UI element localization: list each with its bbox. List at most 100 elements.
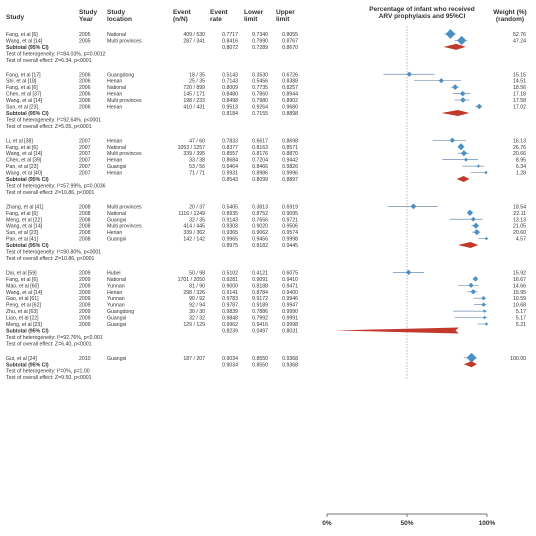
study-events: 32 / 32: [189, 316, 205, 322]
upper-limit: 0.9826: [282, 164, 298, 170]
lower-limit: 0.7992: [252, 316, 268, 322]
study-group: Zhang, et al [41] 2008 Multi provinces 20 /…: [6, 203, 526, 262]
study-point: [482, 315, 487, 320]
study-events: 90 / 92: [189, 296, 205, 302]
table-row: Mao, et al [60] 2009 Yunnan 81 / 90 0.9000 0.…: [6, 282, 526, 289]
header-lower: Lower limit: [244, 9, 264, 23]
study-events: 1053 / 1257: [178, 145, 206, 151]
upper-limit: 0.9442: [282, 158, 298, 164]
table-row: Zhu, et al [63] 2009 Guangdong 30 / 30 0.983…: [6, 309, 526, 315]
subtotal-label: Subtotal (95% CI): [6, 45, 49, 51]
study-weight: 17.02: [513, 105, 526, 111]
study-name: Liao, et al [22]: [6, 316, 39, 322]
table-row: Pan, et al [23] 2007 Guangxi 53 / 56 0.9464 0…: [6, 164, 526, 170]
table-row: Liao, et al [22] 2009 Guangxi 32 / 32 0.9848…: [6, 316, 526, 322]
event-rate: 0.8557: [222, 151, 238, 157]
study-location: Henan: [107, 158, 122, 164]
event-rate: 0.8480: [222, 92, 238, 98]
study-group: Li, et al [38] 2007 Henan 47 / 60 0.7833 0.66…: [6, 137, 526, 196]
study-point: [466, 352, 477, 363]
study-weight: 10.59: [513, 296, 526, 302]
lower-limit: 0.8752: [252, 211, 268, 217]
lower-limit: 0.8986: [252, 171, 268, 177]
study-year: 2005: [79, 32, 91, 38]
lower-limit: 0.7656: [252, 217, 268, 223]
heterogeneity-test: Test of heterogeneity: I²=0%, p=1.00: [6, 369, 90, 375]
header-plot: Percentage of infant who received ARV pro…: [369, 6, 475, 20]
study-point: [468, 282, 474, 288]
study-location: Guangxi: [107, 217, 126, 223]
table-row: Gao, et al [61] 2009 Yunnan 90 / 92 0.9783 0.…: [6, 296, 526, 302]
study-weight: 20.60: [513, 230, 526, 236]
study-point: [466, 209, 474, 216]
study-year: 2007: [79, 151, 91, 157]
table-row: Sun, et al [23] 2008 Henan 339 / 362 0.9365 0…: [6, 229, 526, 236]
study-year: 2009: [79, 296, 91, 302]
study-point: [459, 90, 466, 97]
upper-limit: 0.9506: [282, 224, 298, 230]
event-rate: 0.9303: [222, 224, 238, 230]
table-row: Dai, et al [59] 2009 Hubei 50 / 98 0.5102 0.4…: [6, 269, 526, 276]
table-row: Wang, et al [14] 2006 Multi provinces 198 /…: [6, 97, 526, 104]
pooled-diamond: [443, 43, 466, 50]
subtotal-lower: 0.0497: [252, 328, 268, 334]
study-location: Guangdong: [107, 309, 134, 315]
subtotal-row: Subtotal (95% CI) 0.9034 0.8550 0.9368: [6, 361, 477, 368]
study-year: 2008: [79, 204, 91, 210]
study-location: Yunnan: [107, 283, 125, 289]
study-location: Hubei: [107, 270, 121, 276]
study-location: Guangxi: [107, 316, 126, 322]
study-point: [481, 302, 486, 307]
table-row: Peng, et al [62] 2009 Yunnan 92 / 94 0.9787 0…: [6, 302, 526, 309]
study-name: Sun, et al [23]: [6, 230, 39, 236]
study-point: [457, 35, 467, 46]
table-row: Chen, et al [39] 2007 Henan 33 / 38 0.8684 0.…: [6, 157, 526, 164]
heterogeneity-test: Test of heterogeneity: I²=92.64%, p<0001: [6, 117, 101, 123]
study-events: 47 / 60: [189, 138, 205, 144]
study-point: [476, 103, 482, 110]
pooled-diamond: [334, 327, 459, 334]
study-location: Henan: [107, 290, 122, 296]
study-location: Multi provinces: [107, 38, 142, 44]
study-location: Guangxi: [107, 356, 126, 362]
study-weight: 13.13: [513, 217, 526, 223]
subtotal-upper: 0.8031: [282, 328, 298, 334]
study-location: Henan: [107, 92, 122, 98]
study-weight: 1.28: [516, 171, 526, 177]
table-row: Fang, et al [6] 2008 National 1116 / 1249 0.…: [6, 209, 526, 217]
study-name: Sun, et al [23]: [6, 105, 39, 111]
study-location: National: [107, 211, 126, 217]
lower-limit: 0.8784: [252, 290, 268, 296]
study-weight: 18.54: [513, 204, 526, 210]
study-location: Guangxi: [107, 322, 126, 328]
upper-limit: 0.8698: [282, 138, 298, 144]
study-year: 2006: [79, 105, 91, 111]
study-year: 2006: [79, 85, 91, 91]
table-row: Fang, et al [6] 2007 National 1053 / 1257 0.…: [6, 143, 526, 151]
event-rate: 0.9365: [222, 230, 238, 236]
study-weight: 17.58: [513, 98, 526, 104]
subtotal-upper: 0.9445: [282, 243, 298, 249]
tick-label: 100%: [479, 520, 496, 527]
study-events: 414 / 445: [183, 224, 205, 230]
study-events: 198 / 233: [183, 98, 205, 104]
upper-limit: 0.8902: [282, 98, 298, 104]
subtotal-upper: 0.8897: [282, 177, 298, 183]
lower-limit: 0.3530: [252, 72, 268, 78]
table-row: Pan, et al [41] 2008 Guangxi 142 / 142 0.996…: [6, 237, 526, 243]
study-location: Yunnan: [107, 296, 125, 302]
study-point: [472, 222, 479, 229]
subtotal-rate: 0.8239: [222, 328, 238, 334]
study-year: 2009: [79, 270, 91, 276]
table-row: Gui, et al [24] 2010 Guangxi 187 / 207 0.903…: [6, 352, 526, 363]
study-name: Gao, et al [61]: [6, 296, 39, 302]
study-point: [452, 84, 459, 91]
study-events: 92 / 94: [189, 303, 205, 309]
study-weight: 21.05: [513, 224, 526, 230]
header-study: Study: [6, 14, 24, 21]
upper-limit: 0.9095: [282, 211, 298, 217]
study-location: Multi provinces: [107, 204, 142, 210]
lower-limit: 0.7980: [252, 98, 268, 104]
event-rate: 0.8684: [222, 158, 238, 164]
subtotal-upper: 0.8898: [282, 111, 298, 117]
